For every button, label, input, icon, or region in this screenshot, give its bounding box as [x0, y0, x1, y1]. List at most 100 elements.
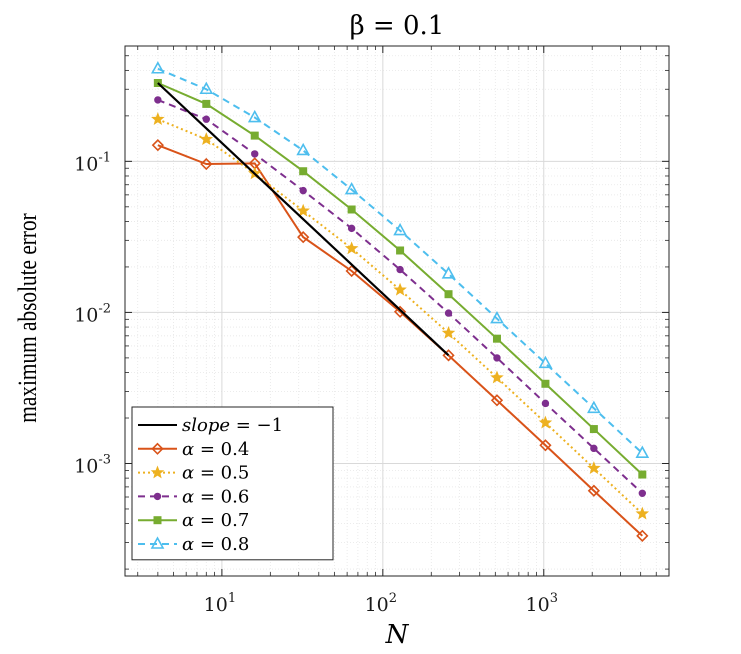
data-point — [638, 489, 647, 497]
data-point — [347, 205, 356, 214]
series-square — [153, 79, 647, 479]
data-point — [345, 264, 358, 278]
legend-label-var: α — [182, 510, 194, 531]
series-dot — [154, 96, 647, 497]
x-tick-label-exponent: 1 — [228, 591, 236, 606]
x-tick-label: 101 — [204, 591, 236, 616]
data-point — [541, 399, 550, 408]
legend-marker — [151, 442, 164, 455]
data-point — [251, 150, 259, 158]
legend-label: α = 0.8 — [182, 534, 249, 555]
data-point — [344, 241, 359, 255]
chart-title: β = 0.1 — [350, 11, 445, 41]
data-point — [589, 425, 598, 434]
data-point — [587, 400, 601, 414]
legend-label-var: α — [182, 463, 194, 484]
data-point — [393, 222, 407, 236]
legend-label: slope = −1 — [182, 415, 283, 436]
tick-marks — [125, 46, 670, 576]
data-point — [344, 181, 359, 195]
major-grid — [125, 46, 669, 576]
data-point — [150, 61, 165, 74]
data-point — [200, 157, 213, 171]
data-point — [202, 99, 211, 108]
y-tick-label-base: 10 — [74, 304, 98, 326]
legend-entry: α = 0.6 — [138, 486, 249, 507]
y-tick-label: 10-3 — [74, 452, 111, 477]
y-tick-label-base: 10 — [74, 153, 98, 175]
legend-entry: α = 0.7 — [138, 510, 249, 531]
legend-entry: slope = −1 — [138, 415, 283, 436]
data-point — [297, 230, 310, 244]
legend-label-var: slope — [182, 415, 230, 436]
legend-label-var: α — [182, 534, 194, 555]
data-point — [538, 415, 553, 429]
data-point — [587, 461, 601, 474]
data-point — [635, 445, 650, 458]
data-point — [151, 139, 164, 152]
series-diamond — [151, 139, 649, 542]
plot-frame — [124, 45, 670, 577]
legend-label-rest: = 0.8 — [194, 534, 249, 555]
data-point — [396, 265, 404, 274]
legend: slope = −1α = 0.4α = 0.5α = 0.6α = 0.7α … — [131, 406, 334, 561]
legend-label-rest: = 0.6 — [194, 486, 249, 507]
data-point — [587, 484, 601, 497]
legend-marker — [153, 516, 162, 525]
data-point — [396, 246, 405, 255]
data-point — [393, 305, 407, 318]
legend-label: α = 0.4 — [182, 439, 249, 460]
legend-entry: α = 0.5 — [138, 463, 249, 484]
data-point — [635, 506, 650, 520]
legend-marker — [150, 536, 165, 549]
legend-label-var: α — [182, 486, 194, 507]
data-point — [444, 290, 453, 299]
legend-label: α = 0.6 — [182, 486, 249, 507]
y-tick-label-exponent: -1 — [98, 150, 111, 165]
x-tick-label-base: 10 — [365, 594, 389, 616]
data-point — [347, 224, 356, 233]
series-line — [157, 144, 644, 537]
data-point — [441, 266, 456, 279]
y-tick-label-exponent: -2 — [98, 301, 111, 316]
data-point — [393, 282, 407, 296]
data-point — [299, 167, 308, 176]
data-point — [202, 115, 210, 123]
series-layer — [150, 61, 650, 542]
data-point — [299, 186, 307, 195]
data-point — [492, 334, 501, 343]
y-tick-label: 10-1 — [74, 150, 111, 175]
x-tick-label: 102 — [365, 591, 397, 616]
data-point — [444, 309, 453, 317]
legend-label-rest: = 0.5 — [194, 463, 249, 484]
data-point — [296, 203, 310, 217]
y-tick-label-base: 10 — [74, 455, 98, 477]
legend-box — [131, 406, 334, 561]
legend-label: α = 0.7 — [182, 510, 249, 531]
series-triangle — [150, 61, 650, 458]
series-line — [157, 98, 644, 495]
legend-label-rest: = 0.4 — [194, 439, 249, 460]
data-point — [490, 394, 504, 407]
data-point — [151, 112, 165, 125]
data-point — [441, 325, 456, 339]
legend-label-rest: = −1 — [230, 415, 283, 436]
x-tick-label-exponent: 2 — [389, 591, 397, 606]
data-point — [493, 354, 501, 362]
series-line — [157, 67, 643, 454]
x-axis-label: N — [385, 620, 410, 650]
data-point — [590, 444, 598, 453]
data-point — [636, 529, 649, 542]
x-tick-label-exponent: 3 — [550, 591, 558, 606]
data-point — [154, 96, 162, 104]
legend-entry: α = 0.8 — [138, 534, 249, 555]
data-point — [538, 355, 553, 369]
data-point — [638, 470, 647, 479]
legend-label-rest: = 0.7 — [194, 510, 249, 531]
legend-entry: α = 0.4 — [138, 439, 249, 460]
y-tick-label: 10-2 — [74, 301, 111, 326]
legend-marker — [153, 492, 162, 501]
data-point — [250, 131, 259, 140]
y-tick-label-exponent: -3 — [98, 452, 111, 467]
